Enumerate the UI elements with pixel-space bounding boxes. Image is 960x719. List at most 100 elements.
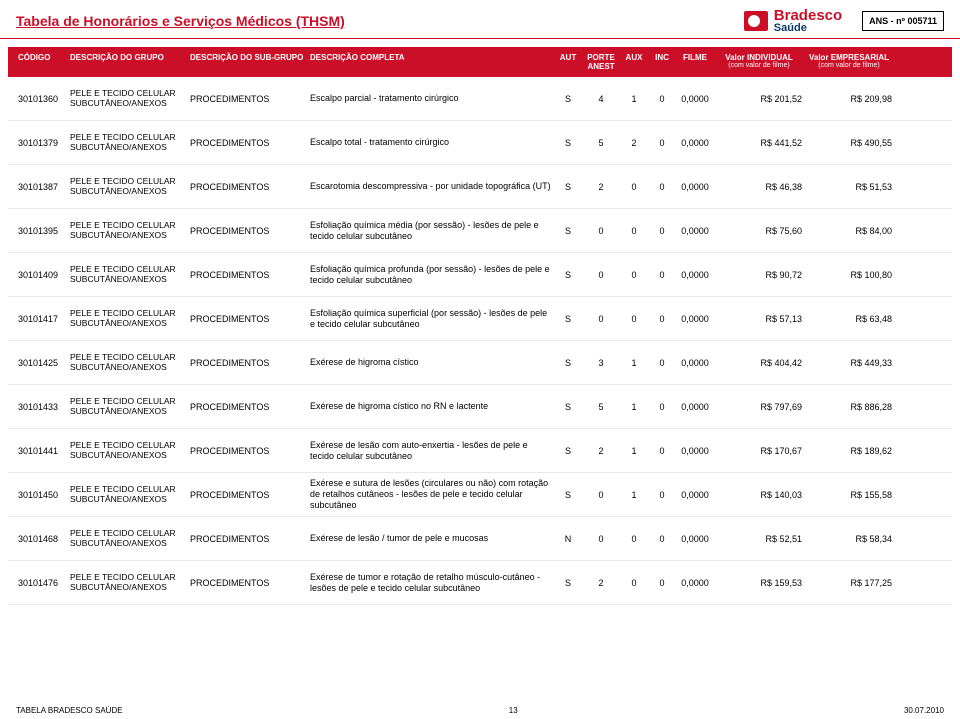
brand-name: Bradesco — [774, 8, 842, 23]
table-row: 30101468PELE E TECIDO CELULAR SUBCUTÂNEO… — [8, 517, 952, 561]
cell-inc: 0 — [648, 270, 676, 280]
page-footer: TABELA BRADESCO SAÚDE 13 30.07.2010 — [16, 706, 944, 715]
cell-filme: 0,0000 — [676, 314, 714, 324]
col-codigo: CÓDIGO — [16, 53, 68, 71]
table-row: 30101476PELE E TECIDO CELULAR SUBCUTÂNEO… — [8, 561, 952, 605]
cell-ve: R$ 490,55 — [804, 138, 894, 148]
cell-aux: 0 — [620, 578, 648, 588]
cell-subgrupo: PROCEDIMENTOS — [188, 402, 308, 412]
col-aux: AUX — [620, 53, 648, 71]
cell-inc: 0 — [648, 182, 676, 192]
cell-grupo: PELE E TECIDO CELULAR SUBCUTÂNEO/ANEXOS — [68, 485, 188, 505]
cell-ve: R$ 155,58 — [804, 490, 894, 500]
cell-aux: 1 — [620, 446, 648, 456]
cell-codigo: 30101379 — [16, 138, 68, 148]
cell-aut: S — [554, 314, 582, 324]
cell-porte: 0 — [582, 534, 620, 544]
col-vi: Valor INDIVIDUAL (com valor de filme) — [714, 53, 804, 71]
cell-ve: R$ 100,80 — [804, 270, 894, 280]
cell-grupo: PELE E TECIDO CELULAR SUBCUTÂNEO/ANEXOS — [68, 89, 188, 109]
cell-codigo: 30101425 — [16, 358, 68, 368]
cell-inc: 0 — [648, 226, 676, 236]
cell-codigo: 30101409 — [16, 270, 68, 280]
brand-logo: Bradesco Saúde — [744, 8, 842, 34]
cell-ve: R$ 886,28 — [804, 402, 894, 412]
brand-text: Bradesco Saúde — [774, 8, 842, 34]
cell-filme: 0,0000 — [676, 534, 714, 544]
cell-filme: 0,0000 — [676, 358, 714, 368]
cell-grupo: PELE E TECIDO CELULAR SUBCUTÂNEO/ANEXOS — [68, 573, 188, 593]
cell-aux: 0 — [620, 314, 648, 324]
cell-codigo: 30101417 — [16, 314, 68, 324]
col-porte: PORTE ANEST — [582, 53, 620, 71]
cell-ve: R$ 63,48 — [804, 314, 894, 324]
cell-aux: 2 — [620, 138, 648, 148]
cell-porte: 2 — [582, 578, 620, 588]
cell-aut: S — [554, 226, 582, 236]
cell-ve: R$ 189,62 — [804, 446, 894, 456]
table-row: 30101441PELE E TECIDO CELULAR SUBCUTÂNEO… — [8, 429, 952, 473]
cell-ve: R$ 177,25 — [804, 578, 894, 588]
cell-desc: Exérese de lesão com auto-enxertia - les… — [308, 440, 554, 462]
cell-grupo: PELE E TECIDO CELULAR SUBCUTÂNEO/ANEXOS — [68, 265, 188, 285]
table-header: CÓDIGO DESCRIÇÃO DO GRUPO DESCRIÇÃO DO S… — [8, 47, 952, 77]
cell-aut: S — [554, 358, 582, 368]
cell-porte: 0 — [582, 314, 620, 324]
cell-codigo: 30101441 — [16, 446, 68, 456]
col-filme: FILME — [676, 53, 714, 71]
cell-grupo: PELE E TECIDO CELULAR SUBCUTÂNEO/ANEXOS — [68, 133, 188, 153]
cell-subgrupo: PROCEDIMENTOS — [188, 270, 308, 280]
cell-codigo: 30101450 — [16, 490, 68, 500]
cell-aut: S — [554, 490, 582, 500]
cell-subgrupo: PROCEDIMENTOS — [188, 534, 308, 544]
cell-filme: 0,0000 — [676, 182, 714, 192]
cell-desc: Exérese de higroma cístico — [308, 357, 554, 368]
cell-filme: 0,0000 — [676, 270, 714, 280]
cell-filme: 0,0000 — [676, 490, 714, 500]
col-desc: DESCRIÇÃO COMPLETA — [308, 53, 554, 71]
cell-subgrupo: PROCEDIMENTOS — [188, 358, 308, 368]
cell-filme: 0,0000 — [676, 402, 714, 412]
cell-desc: Esfoliação química média (por sessão) - … — [308, 220, 554, 242]
cell-subgrupo: PROCEDIMENTOS — [188, 446, 308, 456]
cell-vi: R$ 46,38 — [714, 182, 804, 192]
cell-aut: S — [554, 94, 582, 104]
cell-codigo: 30101360 — [16, 94, 68, 104]
cell-filme: 0,0000 — [676, 226, 714, 236]
cell-desc: Exérese de tumor e rotação de retalho mú… — [308, 572, 554, 594]
cell-filme: 0,0000 — [676, 94, 714, 104]
cell-aut: N — [554, 534, 582, 544]
cell-aux: 1 — [620, 402, 648, 412]
cell-codigo: 30101468 — [16, 534, 68, 544]
cell-ve: R$ 449,33 — [804, 358, 894, 368]
cell-aut: S — [554, 182, 582, 192]
cell-porte: 2 — [582, 446, 620, 456]
col-vi-sub: (com valor de filme) — [716, 62, 802, 69]
cell-subgrupo: PROCEDIMENTOS — [188, 314, 308, 324]
cell-codigo: 30101476 — [16, 578, 68, 588]
cell-porte: 0 — [582, 490, 620, 500]
col-grupo: DESCRIÇÃO DO GRUPO — [68, 53, 188, 71]
cell-porte: 0 — [582, 270, 620, 280]
cell-ve: R$ 209,98 — [804, 94, 894, 104]
cell-desc: Esfoliação química profunda (por sessão)… — [308, 264, 554, 286]
table-row: 30101409PELE E TECIDO CELULAR SUBCUTÂNEO… — [8, 253, 952, 297]
cell-grupo: PELE E TECIDO CELULAR SUBCUTÂNEO/ANEXOS — [68, 397, 188, 417]
footer-right: 30.07.2010 — [904, 706, 944, 715]
cell-desc: Escarotomia descompressiva - por unidade… — [308, 181, 554, 192]
cell-desc: Exérese de higroma cístico no RN e lacte… — [308, 401, 554, 412]
cell-aut: S — [554, 402, 582, 412]
table-row: 30101417PELE E TECIDO CELULAR SUBCUTÂNEO… — [8, 297, 952, 341]
cell-porte: 2 — [582, 182, 620, 192]
cell-aux: 0 — [620, 226, 648, 236]
cell-vi: R$ 90,72 — [714, 270, 804, 280]
table-body: 30101360PELE E TECIDO CELULAR SUBCUTÂNEO… — [8, 77, 952, 605]
cell-aux: 1 — [620, 490, 648, 500]
cell-inc: 0 — [648, 314, 676, 324]
cell-filme: 0,0000 — [676, 138, 714, 148]
table-row: 30101360PELE E TECIDO CELULAR SUBCUTÂNEO… — [8, 77, 952, 121]
cell-porte: 4 — [582, 94, 620, 104]
cell-desc: Escalpo total - tratamento cirúrgico — [308, 137, 554, 148]
footer-left: TABELA BRADESCO SAÚDE — [16, 706, 123, 715]
cell-aux: 1 — [620, 358, 648, 368]
